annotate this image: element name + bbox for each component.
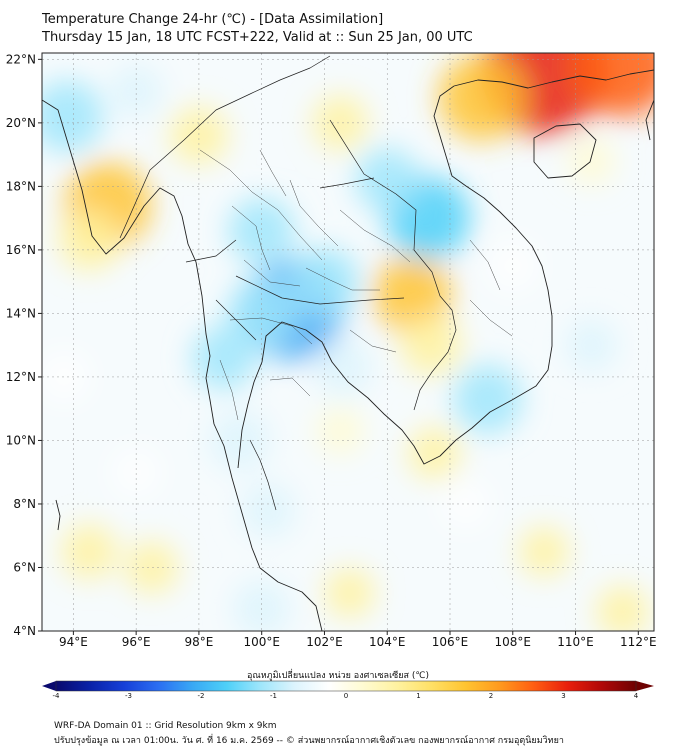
longitude-tick-label: 110°E — [557, 635, 594, 649]
anomaly-patch — [571, 53, 654, 118]
longitude-tick-label: 106°E — [432, 635, 469, 649]
anomaly-patch — [438, 54, 525, 141]
mainland-coastline — [42, 99, 323, 631]
latitude-tick-label: 22°N — [6, 52, 36, 66]
latitude-tick-label: 6°N — [13, 560, 36, 574]
anomaly-patch — [240, 482, 296, 539]
anomaly-patch — [567, 137, 615, 185]
longitude-tick-label: 104°E — [369, 635, 406, 649]
anomaly-patch — [289, 246, 360, 317]
latitude-tick-label: 12°N — [6, 370, 36, 384]
anomaly-patch — [324, 567, 375, 618]
anomaly-patch — [407, 426, 461, 480]
anomaly-patch — [209, 409, 271, 472]
colorbar-tick-label: 3 — [561, 692, 565, 700]
map-title: Temperature Change 24-hr (℃) - [Data Ass… — [42, 12, 384, 27]
longitude-tick-label: 94°E — [59, 635, 88, 649]
anomaly-patch — [314, 338, 373, 397]
map-frame — [41, 52, 655, 632]
anomaly-patch — [452, 364, 523, 434]
colorbar-tick-label: 0 — [344, 692, 348, 700]
longitude-tick-label: 102°E — [306, 635, 343, 649]
colorbar-gradient — [56, 681, 636, 691]
anomaly-patch — [400, 314, 462, 376]
colorbar-tick-label: -1 — [270, 692, 277, 700]
gulf-of-thailand-coast — [237, 85, 553, 469]
anomaly-patch — [42, 80, 104, 153]
latitude-ticks: 22°N 20°N 18°N 16°N 14°N 12°N 10°N 8°N 6°N 4°N — [6, 52, 42, 638]
colorbar-max-arrow — [636, 681, 654, 691]
anomaly-patch — [228, 197, 296, 265]
colorbar-ticks: -4 -3 -2 -1 0 1 2 3 4 — [53, 692, 639, 700]
colorbar-title: อุณหภูมิเปลี่ยนแปลง หน่วย องศาเซลเซียส (… — [246, 671, 430, 681]
anomaly-patch — [232, 579, 291, 631]
international-borders — [119, 55, 457, 511]
longitude-tick-label: 108°E — [495, 635, 532, 649]
longitude-tick-label: 100°E — [243, 635, 280, 649]
latitude-tick-label: 10°N — [6, 433, 36, 447]
anomaly-patch — [355, 148, 420, 213]
andaman-islands — [55, 499, 61, 531]
map-gridlines — [42, 53, 654, 631]
longitude-tick-label: 98°E — [184, 635, 213, 649]
anomaly-patch — [113, 450, 159, 495]
hainan-island — [533, 123, 597, 179]
footer-update-info: ปรับปรุงข้อมูล ณ เวลา 01:00น. วัน ศ. ที่… — [54, 736, 564, 746]
colorbar-tick-label: -4 — [53, 692, 61, 700]
anomaly-patch — [58, 209, 120, 271]
anomaly-patch — [125, 541, 179, 594]
anomaly-patch — [519, 526, 570, 577]
colorbar-tick-label: -3 — [125, 692, 132, 700]
temperature-anomaly-field — [42, 53, 654, 631]
longitude-ticks: 94°E 96°E 98°E 100°E 102°E 104°E 106°E 108°E 110… — [59, 631, 657, 649]
latitude-tick-label: 20°N — [6, 116, 36, 130]
longitude-tick-label: 112°E — [620, 635, 657, 649]
latitude-tick-label: 14°N — [6, 306, 36, 320]
colorbar-tick-label: 1 — [416, 692, 420, 700]
south-china-coast — [453, 69, 654, 89]
footer-model-info: WRF-DA Domain 01 :: Grid Resolution 9km … — [54, 721, 277, 731]
colorbar-outline — [55, 680, 637, 692]
latitude-tick-label: 8°N — [13, 497, 36, 511]
anomaly-patch — [443, 481, 488, 527]
colorbar-tick-label: -2 — [198, 692, 205, 700]
colorbar-tick-label: 2 — [489, 692, 493, 700]
colorbar: -4 -3 -2 -1 0 1 2 3 4 — [42, 680, 654, 700]
anomaly-patch — [373, 255, 452, 334]
colorbar-min-arrow — [42, 681, 56, 691]
longitude-tick-label: 96°E — [122, 635, 151, 649]
province-boundaries — [199, 149, 513, 421]
anomaly-patch — [192, 325, 257, 390]
anomaly-patch — [596, 585, 650, 631]
latitude-tick-label: 4°N — [13, 624, 36, 638]
latitude-tick-label: 16°N — [6, 243, 36, 257]
anomaly-patch — [61, 523, 117, 580]
anomaly-patch — [109, 64, 163, 118]
coastlines-and-borders — [42, 55, 654, 631]
colorbar-tick-label: 4 — [634, 692, 639, 700]
anomaly-patch — [316, 407, 364, 455]
anomaly-patch — [564, 318, 618, 372]
anomaly-patch — [42, 353, 88, 401]
latitude-tick-label: 18°N — [6, 179, 36, 193]
luzon-fragment — [645, 99, 654, 141]
anomaly-patch — [169, 106, 229, 165]
map-subtitle: Thursday 15 Jan, 18 UTC FCST+222, Valid … — [42, 30, 473, 45]
anomaly-patch — [312, 95, 368, 151]
map-plot-area — [42, 53, 654, 631]
anomaly-patch — [489, 242, 537, 290]
